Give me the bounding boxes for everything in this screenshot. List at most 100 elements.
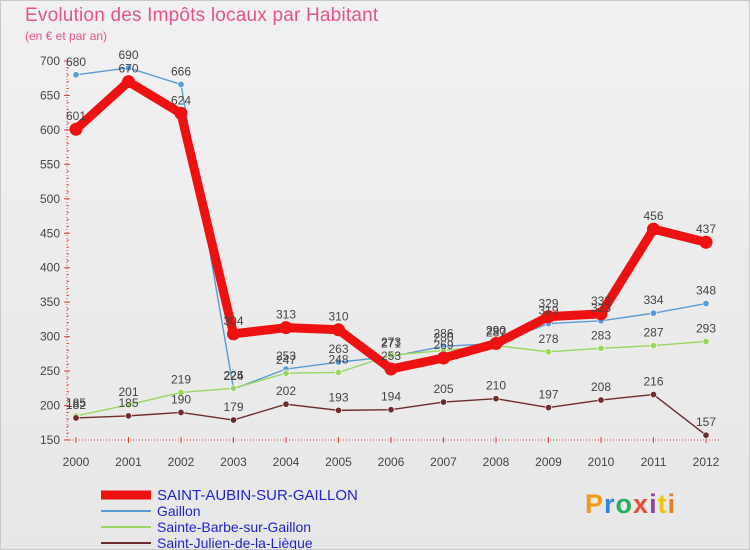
legend-swatch-saint-aubin (101, 490, 151, 500)
data-label-saint-aubin-sur-gaillon: 624 (171, 93, 191, 107)
x-tick-label: 2012 (693, 455, 720, 469)
point-sainte-barbe-sur-gaillon (125, 401, 133, 409)
proxiti-logo: Proxiti (585, 489, 676, 520)
logo-letter: t (657, 489, 668, 519)
x-tick-label: 2004 (273, 455, 300, 469)
data-label-sainte-barbe-sur-gaillon: 247 (276, 353, 296, 367)
point-saint-julien-de-la-li-gue (597, 396, 605, 404)
point-saint-aubin-sur-gaillon (489, 337, 503, 351)
data-label-saint-aubin-sur-gaillon: 313 (276, 308, 296, 322)
point-saint-aubin-sur-gaillon (699, 235, 713, 249)
legend-label-saint-julien: Saint-Julien-de-la-Liègue (157, 535, 313, 550)
point-saint-aubin-sur-gaillon (122, 75, 135, 89)
logo-letter: i (649, 489, 658, 519)
point-saint-julien-de-la-li-gue (492, 395, 500, 403)
data-label-gaillon: 263 (328, 342, 348, 356)
point-saint-aubin-sur-gaillon (332, 323, 345, 337)
point-saint-aubin-sur-gaillon (227, 327, 240, 341)
data-label-sainte-barbe-sur-gaillon: 278 (538, 332, 558, 346)
data-label-saint-julien-de-la-li-gue: 205 (433, 382, 453, 396)
y-tick-label: 600 (40, 123, 60, 137)
data-label-saint-aubin-sur-gaillon: 290 (486, 324, 506, 338)
data-label-sainte-barbe-sur-gaillon: 225 (223, 368, 243, 382)
x-tick-label: 2009 (535, 455, 562, 469)
point-gaillon (125, 64, 133, 72)
data-label-gaillon: 348 (696, 284, 716, 298)
data-label-saint-julien-de-la-li-gue: 179 (223, 400, 243, 414)
point-sainte-barbe-sur-gaillon (702, 337, 710, 345)
data-label-saint-julien-de-la-li-gue: 197 (538, 388, 558, 402)
logo-letter: i (667, 489, 677, 519)
data-label-saint-aubin-sur-gaillon: 437 (696, 222, 716, 236)
series-layer (69, 64, 713, 439)
y-tick-label: 450 (40, 226, 60, 240)
data-label-gaillon: 286 (433, 326, 453, 340)
data-label-sainte-barbe-sur-gaillon: 283 (591, 328, 611, 342)
y-tick-label: 500 (40, 192, 60, 206)
data-label-sainte-barbe-sur-gaillon: 287 (643, 326, 663, 340)
series-line-saint-aubin-sur-gaillon (71, 77, 711, 374)
point-gaillon (334, 358, 342, 366)
y-tick-label: 250 (40, 364, 60, 378)
point-saint-aubin-sur-gaillon (647, 222, 660, 236)
chart-subtitle: (en € et par an) (25, 29, 108, 43)
data-label-gaillon: 666 (171, 64, 191, 78)
data-label-gaillon: 680 (66, 55, 86, 69)
y-tick-label: 200 (40, 399, 60, 413)
data-label-sainte-barbe-sur-gaillon: 248 (328, 352, 348, 366)
data-label-sainte-barbe-sur-gaillon: 201 (118, 385, 138, 399)
y-tick-label: 400 (40, 261, 60, 275)
point-saint-julien-de-la-li-gue (334, 406, 342, 414)
data-label-saint-aubin-sur-gaillon: 456 (643, 209, 663, 223)
data-label-saint-julien-de-la-li-gue: 157 (696, 415, 716, 429)
data-label-saint-julien-de-la-li-gue: 216 (643, 375, 663, 389)
data-label-sainte-barbe-sur-gaillon: 287 (486, 326, 506, 340)
logo-letter: P (585, 489, 605, 519)
x-tick-label: 2000 (63, 455, 90, 469)
x-tick-label: 2002 (168, 455, 195, 469)
point-saint-julien-de-la-li-gue (282, 400, 290, 408)
legend-swatch-saint-julien (101, 542, 151, 544)
point-sainte-barbe-sur-gaillon (177, 388, 185, 396)
point-sainte-barbe-sur-gaillon (282, 369, 290, 377)
point-saint-julien-de-la-li-gue (649, 391, 657, 399)
x-tick-label: 2003 (220, 455, 247, 469)
point-saint-julien-de-la-li-gue (544, 404, 552, 412)
data-label-saint-julien-de-la-li-gue: 202 (276, 384, 296, 398)
point-sainte-barbe-sur-gaillon (334, 368, 342, 376)
data-label-saint-julien-de-la-li-gue: 193 (328, 390, 348, 404)
x-tick-label: 2010 (588, 455, 615, 469)
point-saint-aubin-sur-gaillon (437, 351, 450, 365)
data-label-saint-julien-de-la-li-gue: 194 (381, 390, 401, 404)
point-gaillon (649, 309, 657, 317)
data-label-saint-aubin-sur-gaillon: 333 (591, 294, 611, 308)
data-label-saint-aubin-sur-gaillon: 329 (538, 297, 558, 311)
data-label-gaillon: 690 (118, 48, 138, 62)
point-gaillon (702, 300, 710, 308)
x-tick-label: 2008 (483, 455, 510, 469)
logo-letter: o (615, 489, 634, 519)
data-label-sainte-barbe-sur-gaillon: 280 (433, 330, 453, 344)
data-label-gaillon: 224 (223, 369, 243, 383)
chart-title: Evolution des Impôts locaux par Habitant (25, 5, 379, 26)
x-tick-label: 2006 (378, 455, 405, 469)
point-saint-julien-de-la-li-gue (72, 414, 80, 422)
point-saint-aubin-sur-gaillon (69, 122, 83, 136)
data-label-saint-julien-de-la-li-gue: 208 (591, 380, 611, 394)
point-saint-aubin-sur-gaillon (174, 106, 188, 120)
data-label-sainte-barbe-sur-gaillon: 293 (696, 321, 716, 335)
point-sainte-barbe-sur-gaillon (597, 344, 605, 352)
data-label-gaillon: 319 (538, 304, 558, 318)
x-tick-label: 2005 (325, 455, 352, 469)
data-label-sainte-barbe-sur-gaillon: 219 (171, 372, 191, 386)
legend-item-saint-aubin: SAINT-AUBIN-SUR-GAILLON (101, 487, 358, 504)
point-sainte-barbe-sur-gaillon (387, 351, 395, 359)
data-labels: 680 690 666 224 253 263 271 286 290 319 323 334 348 1… (66, 48, 716, 429)
legend-item-saint-julien: Saint-Julien-de-la-Liègue (101, 535, 358, 550)
legend-item-sainte-barbe: Sainte-Barbe-sur-Gaillon (101, 519, 358, 535)
data-label-gaillon: 334 (643, 293, 663, 307)
point-gaillon (177, 80, 185, 88)
legend-label-sainte-barbe: Sainte-Barbe-sur-Gaillon (157, 519, 312, 535)
